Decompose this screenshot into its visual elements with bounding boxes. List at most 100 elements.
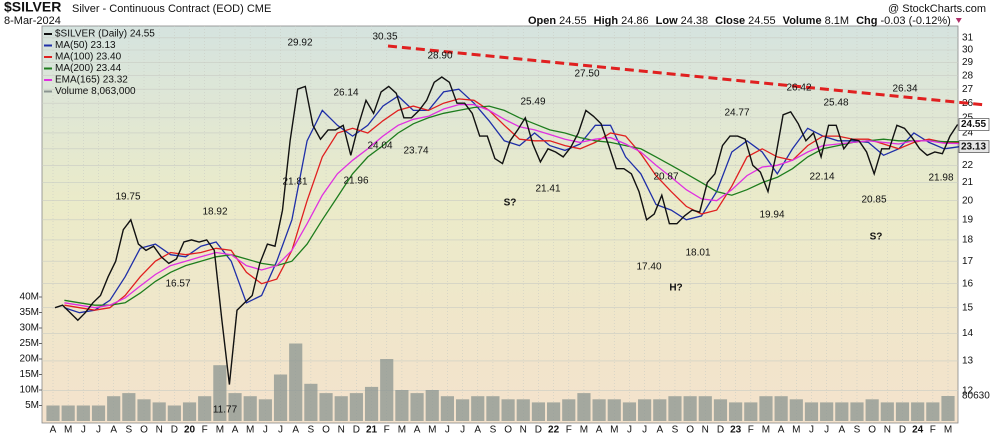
volume-bar <box>865 399 879 421</box>
peak-label: 26.14 <box>333 88 358 99</box>
peak-label: 18.92 <box>202 207 227 218</box>
x-tick-label: M <box>610 425 618 436</box>
peak-label: 11.77 <box>213 405 238 416</box>
y-tick-label: 21 <box>962 177 974 188</box>
volume-bar <box>486 396 500 421</box>
x-tick-label: J <box>96 425 101 436</box>
header-marker <box>955 18 962 23</box>
stat-label: Close <box>715 15 745 27</box>
x-tick-label: 23 <box>730 425 742 436</box>
plot-area <box>41 25 959 424</box>
x-tick-label: F <box>566 425 572 436</box>
volume-bar <box>243 396 257 421</box>
x-tick-label: J <box>81 425 86 436</box>
x-tick-label: D <box>353 425 360 436</box>
x-tick-label: J <box>627 425 632 436</box>
y-tick-label: 13 <box>962 356 974 367</box>
x-tick-label: M <box>428 425 436 436</box>
ma-line <box>64 105 960 306</box>
volume-bar <box>122 393 136 421</box>
stat-value: 24.55 <box>559 15 587 27</box>
volume-bar <box>167 405 181 421</box>
legend-label: MA(100) 23.40 <box>55 52 122 63</box>
volume-bar <box>213 365 227 421</box>
peak-label: 21.96 <box>343 176 368 187</box>
legend-label: $SILVER (Daily) 24.55 <box>55 29 155 40</box>
y-tick-label: 25 <box>962 112 974 123</box>
volume-bar <box>607 399 621 421</box>
volume-bar <box>364 386 379 421</box>
y-tick-label: 20 <box>962 195 974 206</box>
ma-line <box>64 103 960 309</box>
volume-tick-label: 40M <box>20 292 39 303</box>
x-tick-label: O <box>686 425 694 436</box>
credit: @ StockCharts.com <box>888 3 986 15</box>
x-tick-label: S <box>854 425 861 436</box>
volume-bar <box>683 396 697 421</box>
y-tick-label: 27 <box>962 84 974 95</box>
x-tick-label: N <box>338 425 345 436</box>
volume-bar <box>531 402 546 421</box>
volume-bar <box>668 396 682 421</box>
x-tick-label: O <box>322 425 330 436</box>
volume-bar <box>334 396 348 421</box>
volume-bar <box>471 396 485 421</box>
x-tick-label: F <box>748 425 754 436</box>
pattern-label: H? <box>669 283 682 294</box>
peak-label: 19.94 <box>759 210 784 221</box>
x-tick-label: N <box>884 425 891 436</box>
y-tick-label: 14 <box>962 328 974 339</box>
y-tick-label: 17 <box>962 256 974 267</box>
header-stats: Open 24.55 High 24.86 Low 24.38 Close 24.55 Volu… <box>528 15 962 27</box>
y-tick-label: 19 <box>962 214 974 225</box>
y-tick-label: 15 <box>962 302 974 313</box>
stat-value: -0.03 (-0.12%) <box>880 15 950 27</box>
peak-label: 28.90 <box>427 51 452 62</box>
peak-label: 24.77 <box>724 108 749 119</box>
x-tick-label: D <box>535 425 542 436</box>
volume-bar <box>425 390 439 421</box>
volume-bar <box>713 399 728 421</box>
volume-bar <box>638 399 652 421</box>
x-tick-label: J <box>809 425 814 436</box>
x-tick-label: A <box>50 425 57 436</box>
volume-bar <box>820 402 834 421</box>
x-tick-label: M <box>216 425 224 436</box>
stat-label: Volume <box>783 15 822 27</box>
volume-bar <box>835 402 849 421</box>
volume-bar <box>61 405 75 421</box>
volume-bar <box>410 393 424 421</box>
volume-bar <box>744 402 758 421</box>
volume-tick-label: 25M <box>20 338 39 349</box>
peak-label: 25.48 <box>823 98 848 109</box>
x-tick-label: M <box>64 425 72 436</box>
x-tick-label: A <box>232 425 239 436</box>
x-tick-label: A <box>778 425 785 436</box>
peak-label: 21.98 <box>928 173 953 184</box>
volume-bar <box>698 396 712 421</box>
x-tick-label: S <box>126 425 133 436</box>
x-tick-label: O <box>868 425 876 436</box>
y-tick-label: 12 <box>962 385 974 396</box>
volume-bar <box>349 393 363 421</box>
volume-bar <box>440 396 454 421</box>
volume-bar <box>880 402 894 421</box>
stat-value: 24.38 <box>681 15 709 27</box>
x-tick-label: S <box>490 425 497 436</box>
volume-tick-label: 15M <box>20 369 39 380</box>
volume-bar <box>911 402 925 421</box>
stat-value: 24.55 <box>748 15 776 27</box>
volume-bar <box>850 402 864 421</box>
volume-bar <box>577 393 591 421</box>
volume-bar <box>789 399 803 421</box>
peak-label: 20.87 <box>653 172 678 183</box>
peak-label: 29.92 <box>287 38 312 49</box>
x-tick-label: M <box>580 425 588 436</box>
volume-bar <box>228 393 242 421</box>
peak-label: 19.75 <box>115 192 140 203</box>
peak-label: 23.74 <box>403 146 428 157</box>
y-tick-label: 16 <box>962 278 974 289</box>
x-tick-label: M <box>246 425 254 436</box>
x-tick-label: M <box>944 425 952 436</box>
